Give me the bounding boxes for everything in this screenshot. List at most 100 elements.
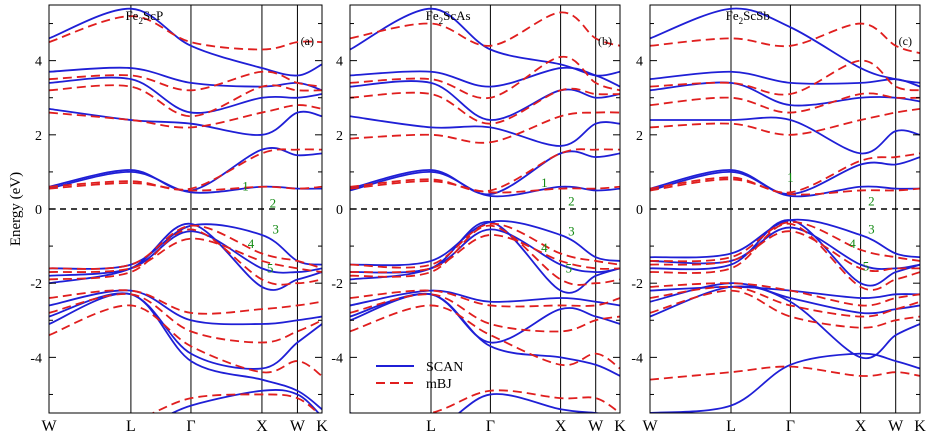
scan-band-6	[650, 218, 920, 259]
panel-tag: (b)	[598, 34, 612, 48]
y-tick-label: -4	[30, 351, 42, 366]
mbj-band-16	[650, 282, 920, 307]
legend-label-mbj: mBJ	[426, 377, 452, 392]
scan-band-0	[350, 393, 603, 413]
mbj-band-18	[350, 234, 620, 274]
y-tick-label: 2	[636, 129, 643, 144]
panel-fe2scas: -4 -2 0 2 4 L Γ X W K Fe2ScAs (b) 1 2 3 4 5	[331, 4, 626, 435]
mbj-band-21	[350, 148, 620, 193]
y-tick-label: 2	[336, 129, 343, 144]
kpoint-label: L	[426, 418, 436, 435]
panel-title: Fe2ScP	[125, 8, 163, 26]
plot-area	[350, 5, 620, 413]
band-label-1: 1	[787, 169, 794, 184]
plot-area	[650, 5, 920, 413]
scan-band-12	[49, 7, 322, 77]
kpoint-label: X	[256, 418, 268, 435]
kpoint-label: X	[855, 418, 867, 435]
scan-band-7	[350, 171, 620, 198]
kpoint-label: Γ	[486, 418, 495, 435]
kpoint-label: W	[642, 418, 658, 435]
kpoint-label: W	[888, 418, 904, 435]
scan-band-9	[49, 107, 322, 136]
mbj-band-23	[350, 87, 620, 125]
scan-band-6	[49, 223, 322, 270]
mbj-band-23	[49, 84, 322, 118]
mbj-band-17	[49, 228, 322, 286]
panel-title: Fe2ScAs	[426, 8, 471, 26]
mbj-band-19	[350, 222, 620, 269]
y-tick-label: -2	[30, 277, 42, 292]
kpoint-label: K	[316, 418, 328, 435]
scan-band-4	[350, 221, 620, 294]
band-label-5: 5	[267, 260, 274, 275]
mbj-band-25	[650, 22, 920, 55]
scan-band-8	[650, 156, 920, 196]
band-label-2: 2	[868, 194, 875, 209]
scan-band-4	[49, 222, 322, 291]
mbj-band-20	[350, 180, 620, 194]
mbj-band-22	[350, 111, 620, 144]
scan-band-12	[350, 7, 620, 77]
scan-band-1	[650, 285, 920, 360]
plot-area	[49, 5, 322, 413]
band-label-1: 1	[242, 179, 249, 194]
kpoint-label: L	[126, 418, 136, 435]
kpoint-label: K	[914, 418, 926, 435]
kpoint-label: Γ	[786, 418, 795, 435]
kpoint-label: L	[726, 418, 736, 435]
mbj-band-13	[150, 393, 320, 413]
mbj-band-24	[350, 56, 620, 100]
scan-band-0	[170, 389, 320, 413]
mbj-band-15	[650, 285, 920, 318]
mbj-band-13	[650, 365, 920, 381]
y-tick-label: 4	[35, 55, 42, 70]
band-label-2: 2	[270, 195, 277, 210]
scan-band-8	[49, 147, 322, 192]
scan-band-5	[350, 228, 620, 274]
band-label-3: 3	[568, 223, 575, 238]
scan-band-4	[650, 219, 920, 287]
kpoint-label: W	[41, 418, 57, 435]
scan-band-10	[650, 81, 920, 107]
band-label-2: 2	[568, 194, 575, 209]
legend-label-scan: SCAN	[426, 360, 463, 375]
mbj-band-18	[49, 237, 322, 273]
scan-band-9	[350, 115, 620, 147]
y-tick-label: 0	[35, 203, 42, 218]
mbj-band-14	[350, 304, 620, 370]
scan-band-3	[49, 289, 322, 326]
mbj-band-18	[650, 230, 920, 272]
y-tick-label: 0	[336, 203, 343, 218]
mbj-band-22	[49, 104, 322, 129]
scan-band-2	[49, 292, 322, 370]
mbj-band-14	[650, 289, 920, 329]
band-label-3: 3	[868, 221, 875, 236]
kpoint-label: X	[555, 418, 567, 435]
scan-band-3	[350, 289, 620, 307]
y-tick-label: 0	[636, 203, 643, 218]
mbj-band-14	[49, 304, 322, 377]
band-label-5: 5	[863, 258, 870, 273]
band-label-5: 5	[565, 260, 572, 275]
kpoint-label: W	[290, 418, 306, 435]
scan-band-6	[350, 220, 620, 267]
scan-band-5	[49, 230, 322, 277]
band-label-4: 4	[849, 236, 856, 251]
mbj-band-22	[650, 107, 920, 136]
scan-band-5	[650, 226, 920, 270]
mbj-band-19	[650, 221, 920, 263]
mbj-band-25	[350, 11, 620, 47]
y-tick-label: -4	[331, 351, 343, 366]
scan-band-7	[49, 171, 322, 194]
y-axis-label: Energy (eV)	[8, 172, 24, 246]
y-tick-label: -2	[331, 277, 343, 292]
band-label-4: 4	[248, 236, 255, 251]
kpoint-label: Γ	[186, 418, 195, 435]
mbj-band-19	[49, 224, 322, 270]
y-tick-label: -2	[631, 277, 643, 292]
panel-tag: (a)	[301, 34, 314, 48]
band-label-1: 1	[541, 175, 548, 190]
